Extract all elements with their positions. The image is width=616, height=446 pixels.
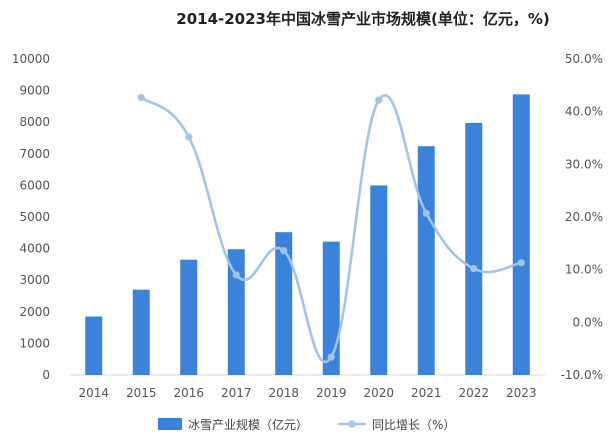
line-point	[185, 133, 193, 141]
y-left-tick-label: 0	[42, 368, 50, 382]
bar	[275, 232, 293, 375]
line-point	[517, 259, 525, 267]
x-tick-label: 2014	[78, 386, 109, 400]
legend: 冰雪产业规模（亿元） 同比增长（%）	[158, 417, 455, 432]
y-left-tick-label: 6000	[19, 178, 50, 192]
y-right-tick-label: 30.0%	[565, 157, 603, 171]
legend-line-label: 同比增长（%）	[372, 418, 455, 432]
y-left-tick-label: 2000	[19, 305, 50, 319]
line-point	[327, 353, 335, 361]
bar	[132, 289, 150, 375]
x-tick-label: 2023	[506, 386, 537, 400]
y-left-tick-label: 3000	[19, 273, 50, 287]
bar	[227, 249, 245, 375]
x-axis: 2014 2015 2016 2017 2018 2019 2020 2021 2022 2023	[70, 374, 545, 400]
x-tick-label: 2018	[268, 386, 299, 400]
bar	[370, 185, 388, 375]
y-right-tick-label: 10.0%	[565, 263, 603, 277]
y-right-tick-label: 50.0%	[565, 52, 603, 66]
legend-line-marker	[348, 420, 356, 428]
bar	[417, 146, 435, 375]
line-point	[470, 265, 478, 273]
y-right-tick-label: 0.0%	[573, 315, 604, 329]
legend-bar-swatch	[158, 418, 182, 430]
y-left-tick-label: 7000	[19, 147, 50, 161]
x-tick-label: 2017	[221, 386, 252, 400]
y-left-tick-label: 8000	[19, 115, 50, 129]
line-point	[375, 96, 383, 104]
y-left-tick-label: 9000	[19, 84, 50, 98]
x-tick-label: 2020	[363, 386, 394, 400]
bar	[512, 94, 530, 375]
line-series	[137, 93, 525, 363]
x-tick-label: 2021	[411, 386, 442, 400]
right-axis: -10.0% 0.0% 10.0% 20.0% 30.0% 40.0% 50.0%	[561, 52, 603, 382]
x-tick-label: 2016	[173, 386, 204, 400]
y-right-tick-label: 40.0%	[565, 105, 603, 119]
x-tick-label: 2019	[316, 386, 347, 400]
left-axis: 0 1000 2000 3000 4000 5000 6000 7000 8000 9000 100…	[12, 52, 50, 382]
line-point	[232, 271, 240, 279]
line-point	[280, 247, 288, 255]
line-point	[422, 209, 430, 217]
y-left-tick-label: 1000	[19, 336, 50, 350]
y-left-tick-label: 5000	[19, 210, 50, 224]
legend-bar-label: 冰雪产业规模（亿元）	[188, 417, 308, 432]
y-left-tick-label: 4000	[19, 242, 50, 256]
line-point	[137, 93, 145, 102]
bar-series	[85, 94, 530, 375]
bar	[180, 259, 198, 375]
y-right-tick-label: 20.0%	[565, 210, 603, 224]
bar	[465, 122, 483, 375]
x-tick-label: 2015	[126, 386, 157, 400]
chart-title: 2014-2023年中国冰雪产业市场规模(单位：亿元，%)	[176, 10, 550, 28]
x-tick-label: 2022	[458, 386, 489, 400]
bar	[322, 241, 340, 375]
bar	[85, 316, 103, 375]
y-left-tick-label: 10000	[12, 52, 50, 66]
y-right-tick-label: -10.0%	[561, 368, 603, 382]
